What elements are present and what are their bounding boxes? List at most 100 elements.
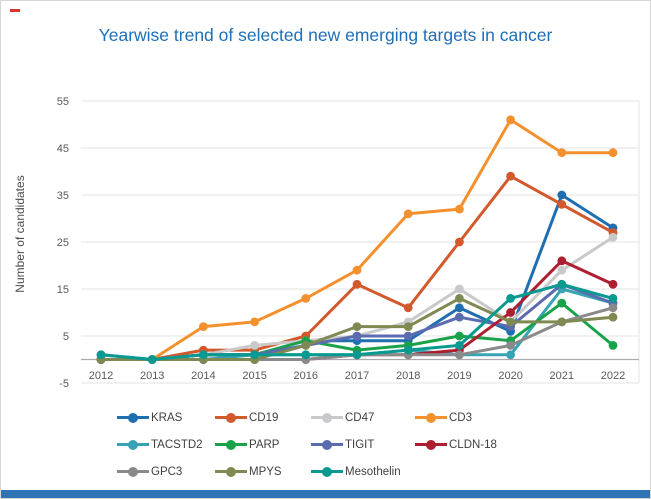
series-marker-CD47	[557, 265, 567, 275]
legend-item-TACSTD2: TACSTD2	[117, 434, 215, 455]
series-marker-CD19	[557, 200, 567, 209]
series-marker-MPYS	[455, 294, 464, 303]
x-tick-label: 2018	[396, 370, 420, 382]
series-marker-CD19	[506, 171, 515, 181]
series-marker-CD19	[352, 279, 362, 289]
legend-label: CLDN-18	[449, 438, 497, 451]
legend-label: CD47	[345, 411, 375, 424]
series-marker-GPC3	[455, 350, 464, 360]
chart-legend: KRAS CD19 CD47 CD3 TACSTD2 PARP TIGIT CLDN-18 GP…	[117, 407, 587, 482]
x-tick-label: 2014	[191, 370, 215, 382]
legend-marker-icon	[311, 466, 343, 477]
x-tick-label: 2020	[498, 370, 522, 382]
red-mark	[10, 9, 20, 12]
legend-marker-icon	[311, 412, 343, 423]
series-marker-GPC3	[506, 341, 515, 350]
legend-item-CD19: CD19	[215, 407, 311, 428]
series-marker-CD19	[455, 237, 464, 247]
legend-marker-icon	[215, 439, 247, 450]
series-marker-Mesothelin	[352, 350, 362, 360]
series-marker-CD47	[608, 232, 618, 242]
x-tick-label: 2017	[345, 370, 369, 382]
x-tick-label: 2013	[140, 370, 164, 382]
series-marker-Mesothelin	[96, 350, 106, 360]
series-marker-GPC3	[608, 303, 618, 313]
legend-item-TIGIT: TIGIT	[311, 434, 415, 455]
legend-marker-icon	[311, 439, 343, 450]
legend-label: CD3	[449, 411, 473, 424]
series-marker-CD3	[608, 148, 618, 158]
legend-item-GPC3: GPC3	[117, 461, 215, 482]
x-tick-label: 2015	[242, 370, 266, 382]
x-tick-label: 2012	[89, 370, 113, 382]
series-marker-CLDN-18	[506, 308, 515, 317]
series-marker-CD3	[403, 209, 413, 219]
legend-label: CD19	[249, 411, 279, 424]
legend-item-CLDN-18: CLDN-18	[415, 434, 535, 455]
series-marker-CD19	[403, 303, 413, 313]
series-marker-Mesothelin	[608, 294, 618, 303]
series-marker-MPYS	[608, 312, 618, 322]
legend-label: PARP	[249, 438, 280, 451]
legend-label: Mesothelin	[345, 465, 401, 478]
legend-dot-icon	[426, 412, 436, 423]
legend-dot-icon	[128, 466, 138, 477]
series-marker-MPYS	[506, 317, 515, 327]
legend-marker-icon	[415, 412, 447, 423]
legend-marker-icon	[117, 439, 149, 450]
legend-label: TACSTD2	[151, 438, 203, 451]
legend-dot-icon	[226, 466, 236, 477]
series-marker-CD3	[199, 322, 208, 331]
x-tick-label: 2019	[447, 370, 471, 382]
legend-item-CD3: CD3	[415, 407, 535, 428]
legend-dot-icon	[322, 466, 332, 477]
legend-item-Mesothelin: Mesothelin	[311, 461, 415, 482]
series-marker-Mesothelin	[403, 345, 413, 355]
legend-dot-icon	[128, 439, 138, 450]
y-tick-label: 15	[57, 284, 69, 296]
series-marker-MPYS	[403, 322, 413, 331]
series-marker-CLDN-18	[557, 256, 567, 266]
legend-label: KRAS	[151, 411, 183, 424]
series-marker-TIGIT	[352, 331, 362, 341]
legend-dot-icon	[226, 439, 236, 450]
bottom-accent-bar	[1, 490, 650, 498]
y-tick-label: 35	[57, 190, 69, 202]
series-marker-CLDN-18	[608, 279, 618, 289]
series-marker-Mesothelin	[199, 350, 208, 360]
series-marker-Mesothelin	[557, 279, 567, 289]
legend-marker-icon	[117, 412, 149, 423]
series-marker-CD3	[250, 317, 259, 327]
legend-dot-icon	[322, 412, 332, 423]
y-tick-label: 55	[57, 96, 69, 108]
chart-title: Yearwise trend of selected new emerging …	[98, 25, 553, 45]
series-marker-Mesothelin	[250, 350, 259, 360]
legend-dot-icon	[128, 412, 138, 423]
series-marker-TIGIT	[403, 331, 413, 341]
series-marker-KRAS	[557, 190, 567, 200]
x-tick-label: 2022	[601, 370, 625, 382]
legend-item-CD47: CD47	[311, 407, 415, 428]
series-marker-CD47	[250, 341, 259, 350]
series-marker-MPYS	[352, 322, 362, 331]
series-marker-Mesothelin	[506, 294, 515, 303]
series-marker-CD47	[455, 284, 464, 294]
legend-item-KRAS: KRAS	[117, 407, 215, 428]
series-marker-Mesothelin	[455, 341, 464, 350]
legend-label: MPYS	[249, 465, 282, 478]
legend-item-MPYS: MPYS	[215, 461, 311, 482]
legend-dot-icon	[426, 439, 436, 450]
series-marker-PARP	[455, 331, 464, 341]
legend-marker-icon	[415, 439, 447, 450]
series-marker-CD3	[352, 265, 362, 275]
legend-label: TIGIT	[345, 438, 375, 451]
series-marker-TACSTD2	[506, 350, 515, 360]
y-tick-label: 25	[57, 237, 69, 249]
series-marker-Mesothelin	[301, 350, 311, 360]
series-marker-KRAS	[455, 303, 464, 313]
series-marker-CD3	[301, 294, 311, 303]
y-tick-label: 5	[63, 331, 69, 343]
x-tick-label: 2016	[294, 370, 318, 382]
